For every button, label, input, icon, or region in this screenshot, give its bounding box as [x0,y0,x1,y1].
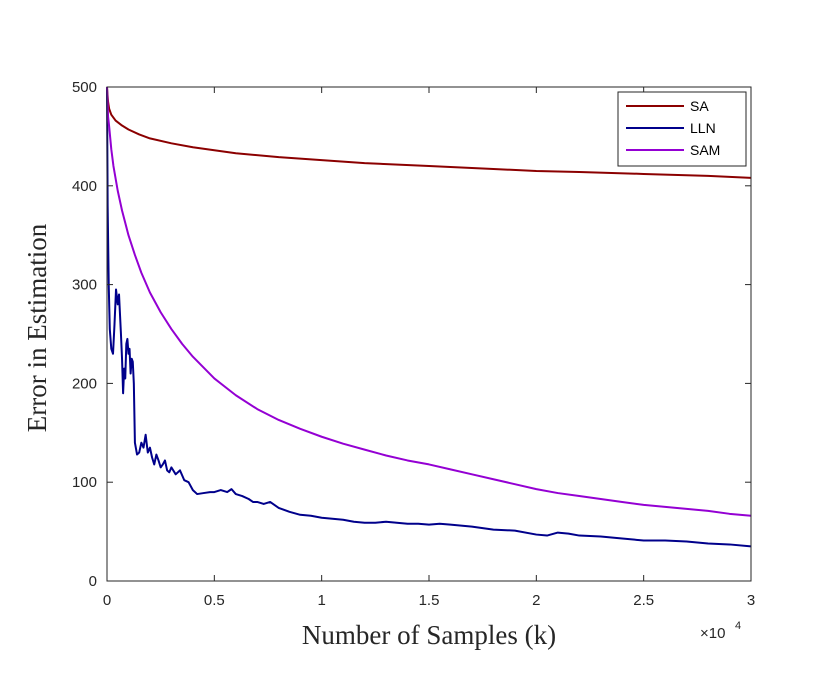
y-tick-label: 100 [72,474,97,491]
series-line-sa [106,86,752,179]
y-axis-title: Error in Estimation [22,223,52,432]
y-tick-label: 300 [72,277,97,294]
x-axis-title: Number of Samples (k) [302,620,556,650]
x-tick-label: 0.5 [204,592,225,609]
legend-label-sam: SAM [690,142,720,158]
legend-label-sa: SA [690,98,709,114]
x-multiplier-exponent: 4 [735,620,741,632]
x-tick-label: 3 [747,592,755,609]
x-tick-label: 2 [532,592,540,609]
x-tick-label: 0 [103,592,111,609]
x-axis-multiplier: ×10 4 [700,620,741,642]
legend: SA LLN SAM [617,91,747,167]
x-tick-label: 1.5 [419,592,440,609]
y-tick-label: 200 [72,375,97,392]
legend-label-lln: LLN [690,120,716,136]
series-line-sam [106,86,752,517]
series-layer [106,86,752,548]
plot-area [107,87,751,581]
x-tick-label: 1 [317,592,325,609]
x-multiplier-base: ×10 [700,625,725,642]
x-tick-label: 2.5 [633,592,654,609]
y-tick-label: 0 [89,573,97,590]
y-tick-label: 500 [72,79,97,96]
y-tick-label: 400 [72,178,97,195]
series-line-lln [106,86,752,548]
axis-ticks: 0 0.5 1 1.5 2 2.5 3 0 100 200 300 400 500 [72,79,755,609]
